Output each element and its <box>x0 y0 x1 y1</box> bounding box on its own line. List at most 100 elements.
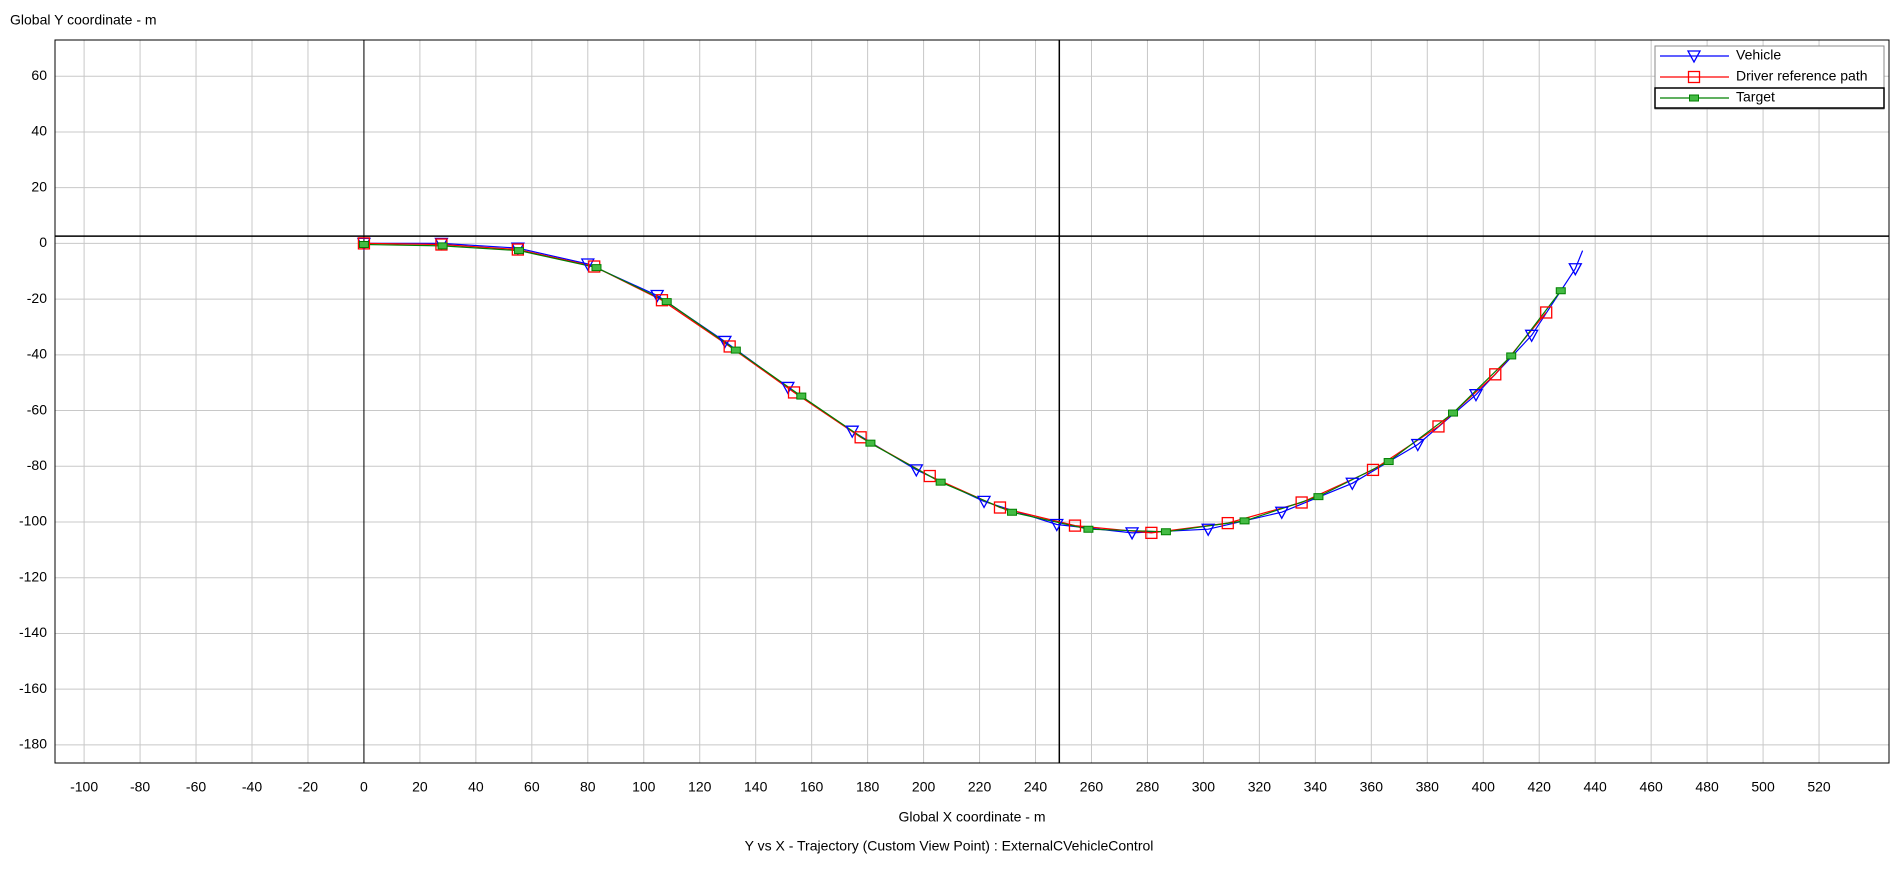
marker <box>854 431 867 444</box>
plot-frame <box>54 39 1890 764</box>
marker <box>1083 525 1094 533</box>
x-tick-label: 120 <box>688 779 712 795</box>
marker <box>1506 352 1517 360</box>
marker <box>1124 527 1140 541</box>
y-tick-label: -20 <box>27 290 47 306</box>
x-tick-label: -80 <box>130 779 150 795</box>
marker <box>865 439 876 447</box>
x-tick-label: 500 <box>1751 779 1775 795</box>
x-tick-label: 0 <box>360 779 368 795</box>
x-tick-label: 520 <box>1807 779 1831 795</box>
marker <box>780 381 795 395</box>
x-tick-label: 240 <box>1024 779 1048 795</box>
marker <box>650 289 665 303</box>
y-tick-label: -100 <box>19 513 47 529</box>
x-tick-label: 280 <box>1136 779 1160 795</box>
marker <box>580 258 595 272</box>
y-tick-label: -180 <box>19 736 47 752</box>
x-tick-label: 40 <box>468 779 484 795</box>
y-tick-label: -40 <box>27 346 47 362</box>
marker <box>358 241 369 249</box>
x-tick-label: 420 <box>1528 779 1552 795</box>
y-tick-label: -140 <box>19 624 47 640</box>
marker <box>1313 493 1324 501</box>
marker <box>357 237 371 250</box>
legend: Vehicle Driver reference path Target <box>1654 45 1885 110</box>
series-line <box>363 243 1562 533</box>
marker <box>1383 458 1394 466</box>
x-tick-label: 20 <box>412 779 428 795</box>
x-tick-label: -60 <box>186 779 206 795</box>
marker <box>1489 368 1502 381</box>
marker <box>723 340 736 353</box>
marker <box>1049 518 1064 532</box>
marker <box>923 469 936 483</box>
x-tick-label: 340 <box>1304 779 1328 795</box>
marker <box>1555 287 1566 295</box>
y-tick-label: 60 <box>31 67 47 83</box>
x-axis-title: Global X coordinate - m <box>898 809 1045 825</box>
marker <box>1686 50 1702 64</box>
x-tick-label: 80 <box>580 779 596 795</box>
x-tick-label: 400 <box>1472 779 1496 795</box>
marker <box>1524 329 1539 343</box>
x-tick-label: 460 <box>1639 779 1663 795</box>
marker <box>1410 438 1425 452</box>
marker <box>1274 506 1289 520</box>
marker <box>1145 526 1158 540</box>
marker <box>1689 94 1699 102</box>
marker <box>1295 496 1308 509</box>
y-tick-label: 20 <box>31 178 47 194</box>
marker <box>796 392 807 400</box>
marker <box>1468 389 1484 403</box>
y-tick-label: -160 <box>19 680 47 696</box>
legend-selection <box>1654 87 1885 109</box>
marker <box>909 464 924 478</box>
marker <box>1201 523 1216 537</box>
y-tick-label: -120 <box>19 568 47 584</box>
marker <box>513 247 524 255</box>
chart-title: Y vs X - Trajectory (Custom View Point) … <box>745 838 1154 854</box>
marker <box>730 346 741 354</box>
marker <box>1540 306 1553 319</box>
x-tick-label: -100 <box>70 779 98 795</box>
marker <box>1221 516 1234 530</box>
y-tick-label: 40 <box>31 123 47 139</box>
marker <box>976 495 992 509</box>
x-tick-label: 200 <box>912 779 936 795</box>
x-tick-label: 260 <box>1080 779 1104 795</box>
y-tick-label: 0 <box>39 234 47 250</box>
marker <box>437 242 448 250</box>
marker <box>1007 508 1018 516</box>
x-tick-label: 320 <box>1248 779 1272 795</box>
marker <box>1366 463 1380 477</box>
y-tick-label: -60 <box>27 401 47 417</box>
marker <box>1687 70 1701 84</box>
marker <box>717 335 733 349</box>
legend-label: Driver reference path <box>1736 68 1868 84</box>
x-tick-label: 220 <box>968 779 992 795</box>
marker <box>1068 519 1082 532</box>
x-tick-label: 60 <box>524 779 540 795</box>
marker <box>1448 409 1459 417</box>
x-tick-label: 440 <box>1583 779 1607 795</box>
legend-label: Vehicle <box>1736 47 1781 63</box>
legend-label: Target <box>1736 89 1775 105</box>
marker <box>935 478 946 486</box>
marker <box>1345 477 1360 491</box>
x-tick-label: 380 <box>1416 779 1440 795</box>
x-tick-label: 100 <box>632 779 656 795</box>
x-tick-label: 160 <box>800 779 824 795</box>
x-tick-label: 140 <box>744 779 768 795</box>
y-axis-title: Global Y coordinate - m <box>10 12 157 28</box>
marker <box>591 264 602 272</box>
x-tick-label: 360 <box>1360 779 1384 795</box>
x-tick-label: -20 <box>298 779 318 795</box>
marker <box>1568 263 1583 277</box>
y-tick-label: -80 <box>27 457 47 473</box>
plot-area <box>55 40 1889 763</box>
marker <box>787 386 801 399</box>
x-tick-label: 480 <box>1695 779 1719 795</box>
x-tick-label: 180 <box>856 779 880 795</box>
